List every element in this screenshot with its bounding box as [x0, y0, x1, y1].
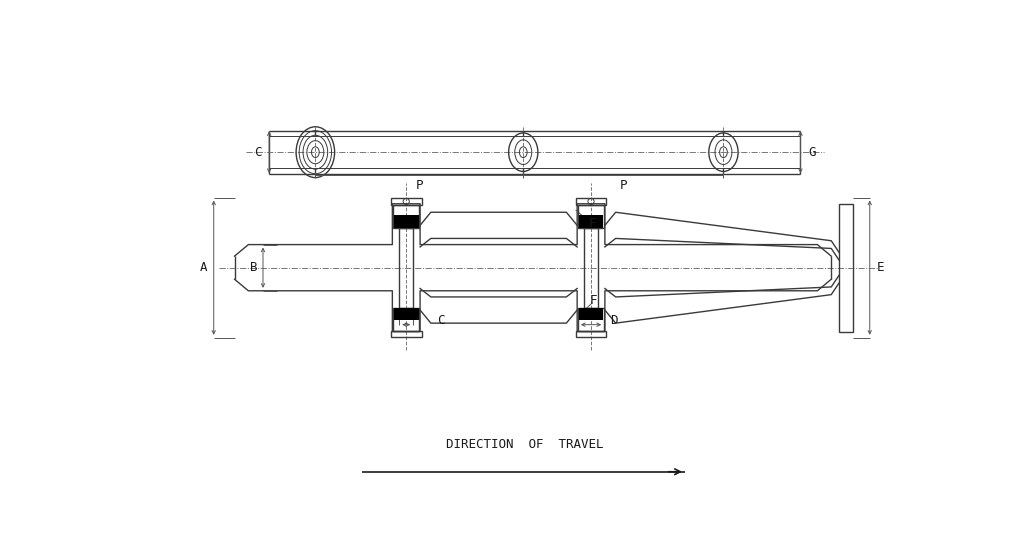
Bar	[575, 198, 606, 205]
Bar	[839, 204, 853, 331]
Text: G: G	[808, 146, 816, 158]
Bar	[575, 331, 606, 337]
Text: C: C	[437, 314, 444, 327]
Bar	[393, 307, 419, 331]
Bar	[399, 227, 413, 307]
Bar	[578, 307, 604, 331]
Text: B: B	[250, 261, 257, 274]
Text: D: D	[610, 314, 617, 327]
Bar	[394, 215, 419, 227]
Text: C: C	[254, 146, 261, 158]
Bar	[584, 227, 598, 307]
Bar	[579, 215, 603, 227]
Text: F: F	[590, 294, 597, 307]
Text: P: P	[416, 179, 423, 192]
Text: DIRECTION  OF  TRAVEL: DIRECTION OF TRAVEL	[446, 438, 603, 451]
Bar	[391, 198, 422, 205]
Bar	[579, 307, 603, 320]
Bar	[394, 307, 419, 320]
Text: E: E	[877, 261, 885, 274]
Bar	[391, 331, 422, 337]
Bar	[393, 205, 419, 227]
Bar	[578, 205, 604, 227]
Text: A: A	[200, 261, 208, 274]
Text: P: P	[620, 179, 627, 192]
Text: F: F	[589, 216, 596, 230]
